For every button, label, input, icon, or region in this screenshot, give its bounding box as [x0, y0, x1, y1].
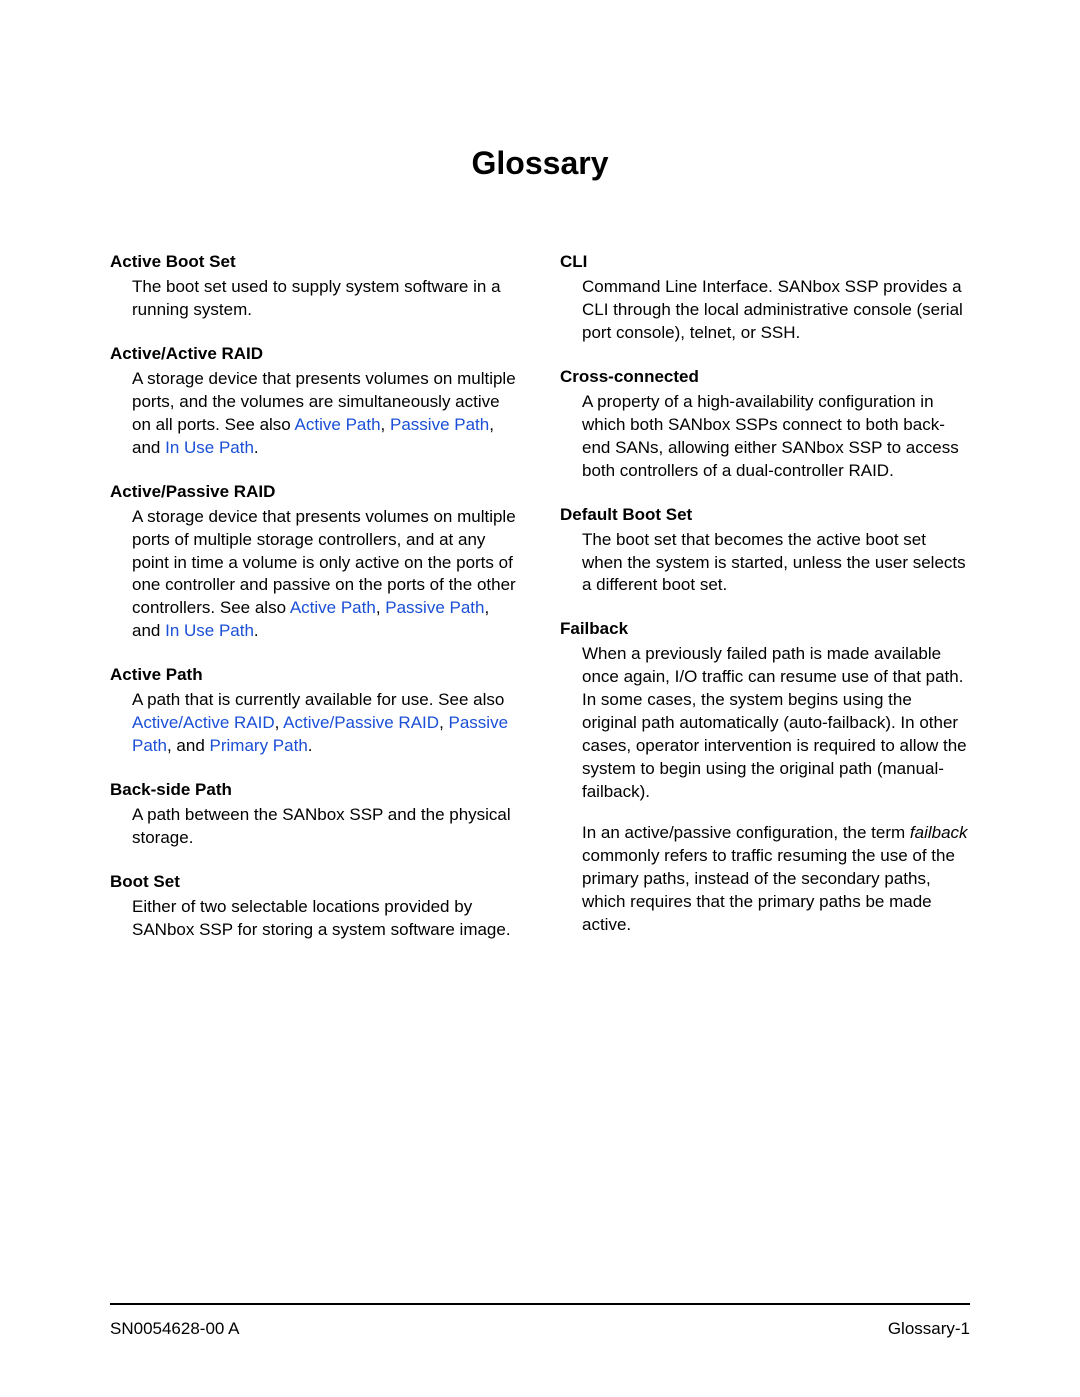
glossary-term: Active Path: [110, 665, 520, 685]
definition-text: A path between the SANbox SSP and the ph…: [132, 805, 511, 847]
footer-rule: [110, 1303, 970, 1305]
glossary-definition: Command Line Interface. SANbox SSP provi…: [560, 276, 970, 345]
glossary-term: Active/Passive RAID: [110, 482, 520, 502]
glossary-term: Boot Set: [110, 872, 520, 892]
italic-text: failback: [910, 823, 968, 842]
glossary-entry: Cross-connected A property of a high-avai…: [560, 367, 970, 483]
page-footer: SN0054628-00 A Glossary-1: [110, 1303, 970, 1339]
definition-text: commonly refers to traffic resuming the …: [582, 846, 955, 934]
glossary-entry: Active/Active RAID A storage device that …: [110, 344, 520, 460]
glossary-definition: The boot set that becomes the active boo…: [560, 529, 970, 598]
glossary-definition: A property of a high-availability config…: [560, 391, 970, 483]
definition-text: , and: [167, 736, 210, 755]
definition-text: In an active/passive configuration, the …: [582, 823, 910, 842]
glossary-entry: Default Boot Set The boot set that become…: [560, 505, 970, 598]
definition-text: .: [308, 736, 313, 755]
definition-paragraph: In an active/passive configuration, the …: [582, 822, 970, 937]
definition-paragraph: A property of a high-availability config…: [582, 391, 970, 483]
definition-paragraph: A storage device that presents volumes o…: [132, 506, 520, 644]
page-title: Glossary: [110, 145, 970, 182]
cross-reference-link[interactable]: Active Path: [295, 415, 381, 434]
definition-paragraph: Either of two selectable locations provi…: [132, 896, 520, 942]
right-column: CLI Command Line Interface. SANbox SSP pr…: [560, 252, 970, 964]
definition-text: ,: [439, 713, 448, 732]
definition-paragraph: When a previously failed path is made av…: [582, 643, 970, 804]
footer-right: Glossary-1: [888, 1319, 970, 1339]
definition-paragraph: A storage device that presents volumes o…: [132, 368, 520, 460]
glossary-definition: A path between the SANbox SSP and the ph…: [110, 804, 520, 850]
cross-reference-link[interactable]: Passive Path: [390, 415, 489, 434]
glossary-definition: A storage device that presents volumes o…: [110, 506, 520, 644]
definition-paragraph: The boot set that becomes the active boo…: [582, 529, 970, 598]
cross-reference-link[interactable]: Active/Passive RAID: [283, 713, 439, 732]
footer-left: SN0054628-00 A: [110, 1319, 240, 1339]
glossary-term: Active Boot Set: [110, 252, 520, 272]
definition-text: ,: [376, 598, 385, 617]
definition-text: A property of a high-availability config…: [582, 392, 959, 480]
glossary-entry: Failback When a previously failed path is…: [560, 619, 970, 936]
cross-reference-link[interactable]: Passive Path: [385, 598, 484, 617]
definition-paragraph: Command Line Interface. SANbox SSP provi…: [582, 276, 970, 345]
glossary-term: Cross-connected: [560, 367, 970, 387]
cross-reference-link[interactable]: Active/Active RAID: [132, 713, 275, 732]
definition-text: ,: [381, 415, 390, 434]
glossary-entry: Back-side Path A path between the SANbox …: [110, 780, 520, 850]
glossary-term: Default Boot Set: [560, 505, 970, 525]
definition-text: .: [254, 621, 259, 640]
left-column: Active Boot Set The boot set used to supp…: [110, 252, 520, 964]
definition-paragraph: A path between the SANbox SSP and the ph…: [132, 804, 520, 850]
glossary-definition: When a previously failed path is made av…: [560, 643, 970, 936]
glossary-term: CLI: [560, 252, 970, 272]
glossary-term: Active/Active RAID: [110, 344, 520, 364]
cross-reference-link[interactable]: In Use Path: [165, 438, 254, 457]
cross-reference-link[interactable]: Primary Path: [210, 736, 308, 755]
glossary-definition: Either of two selectable locations provi…: [110, 896, 520, 942]
glossary-definition: A storage device that presents volumes o…: [110, 368, 520, 460]
glossary-definition: A path that is currently available for u…: [110, 689, 520, 758]
definition-text: The boot set that becomes the active boo…: [582, 530, 966, 595]
definition-text: When a previously failed path is made av…: [582, 644, 967, 801]
cross-reference-link[interactable]: In Use Path: [165, 621, 254, 640]
glossary-term: Back-side Path: [110, 780, 520, 800]
definition-paragraph: A path that is currently available for u…: [132, 689, 520, 758]
glossary-entry: Active Path A path that is currently avai…: [110, 665, 520, 758]
definition-text: The boot set used to supply system softw…: [132, 277, 501, 319]
definition-text: Command Line Interface. SANbox SSP provi…: [582, 277, 963, 342]
glossary-term: Failback: [560, 619, 970, 639]
glossary-entry: CLI Command Line Interface. SANbox SSP pr…: [560, 252, 970, 345]
definition-text: .: [254, 438, 259, 457]
document-page: Glossary Active Boot Set The boot set use…: [0, 0, 1080, 1024]
definition-text: A path that is currently available for u…: [132, 690, 504, 709]
cross-reference-link[interactable]: Active Path: [290, 598, 376, 617]
definition-paragraph: The boot set used to supply system softw…: [132, 276, 520, 322]
definition-text: Either of two selectable locations provi…: [132, 897, 511, 939]
glossary-entry: Boot Set Either of two selectable locatio…: [110, 872, 520, 942]
footer-row: SN0054628-00 A Glossary-1: [110, 1319, 970, 1339]
definition-text: ,: [275, 713, 284, 732]
glossary-columns: Active Boot Set The boot set used to supp…: [110, 252, 970, 964]
glossary-definition: The boot set used to supply system softw…: [110, 276, 520, 322]
glossary-entry: Active/Passive RAID A storage device that…: [110, 482, 520, 644]
glossary-entry: Active Boot Set The boot set used to supp…: [110, 252, 520, 322]
